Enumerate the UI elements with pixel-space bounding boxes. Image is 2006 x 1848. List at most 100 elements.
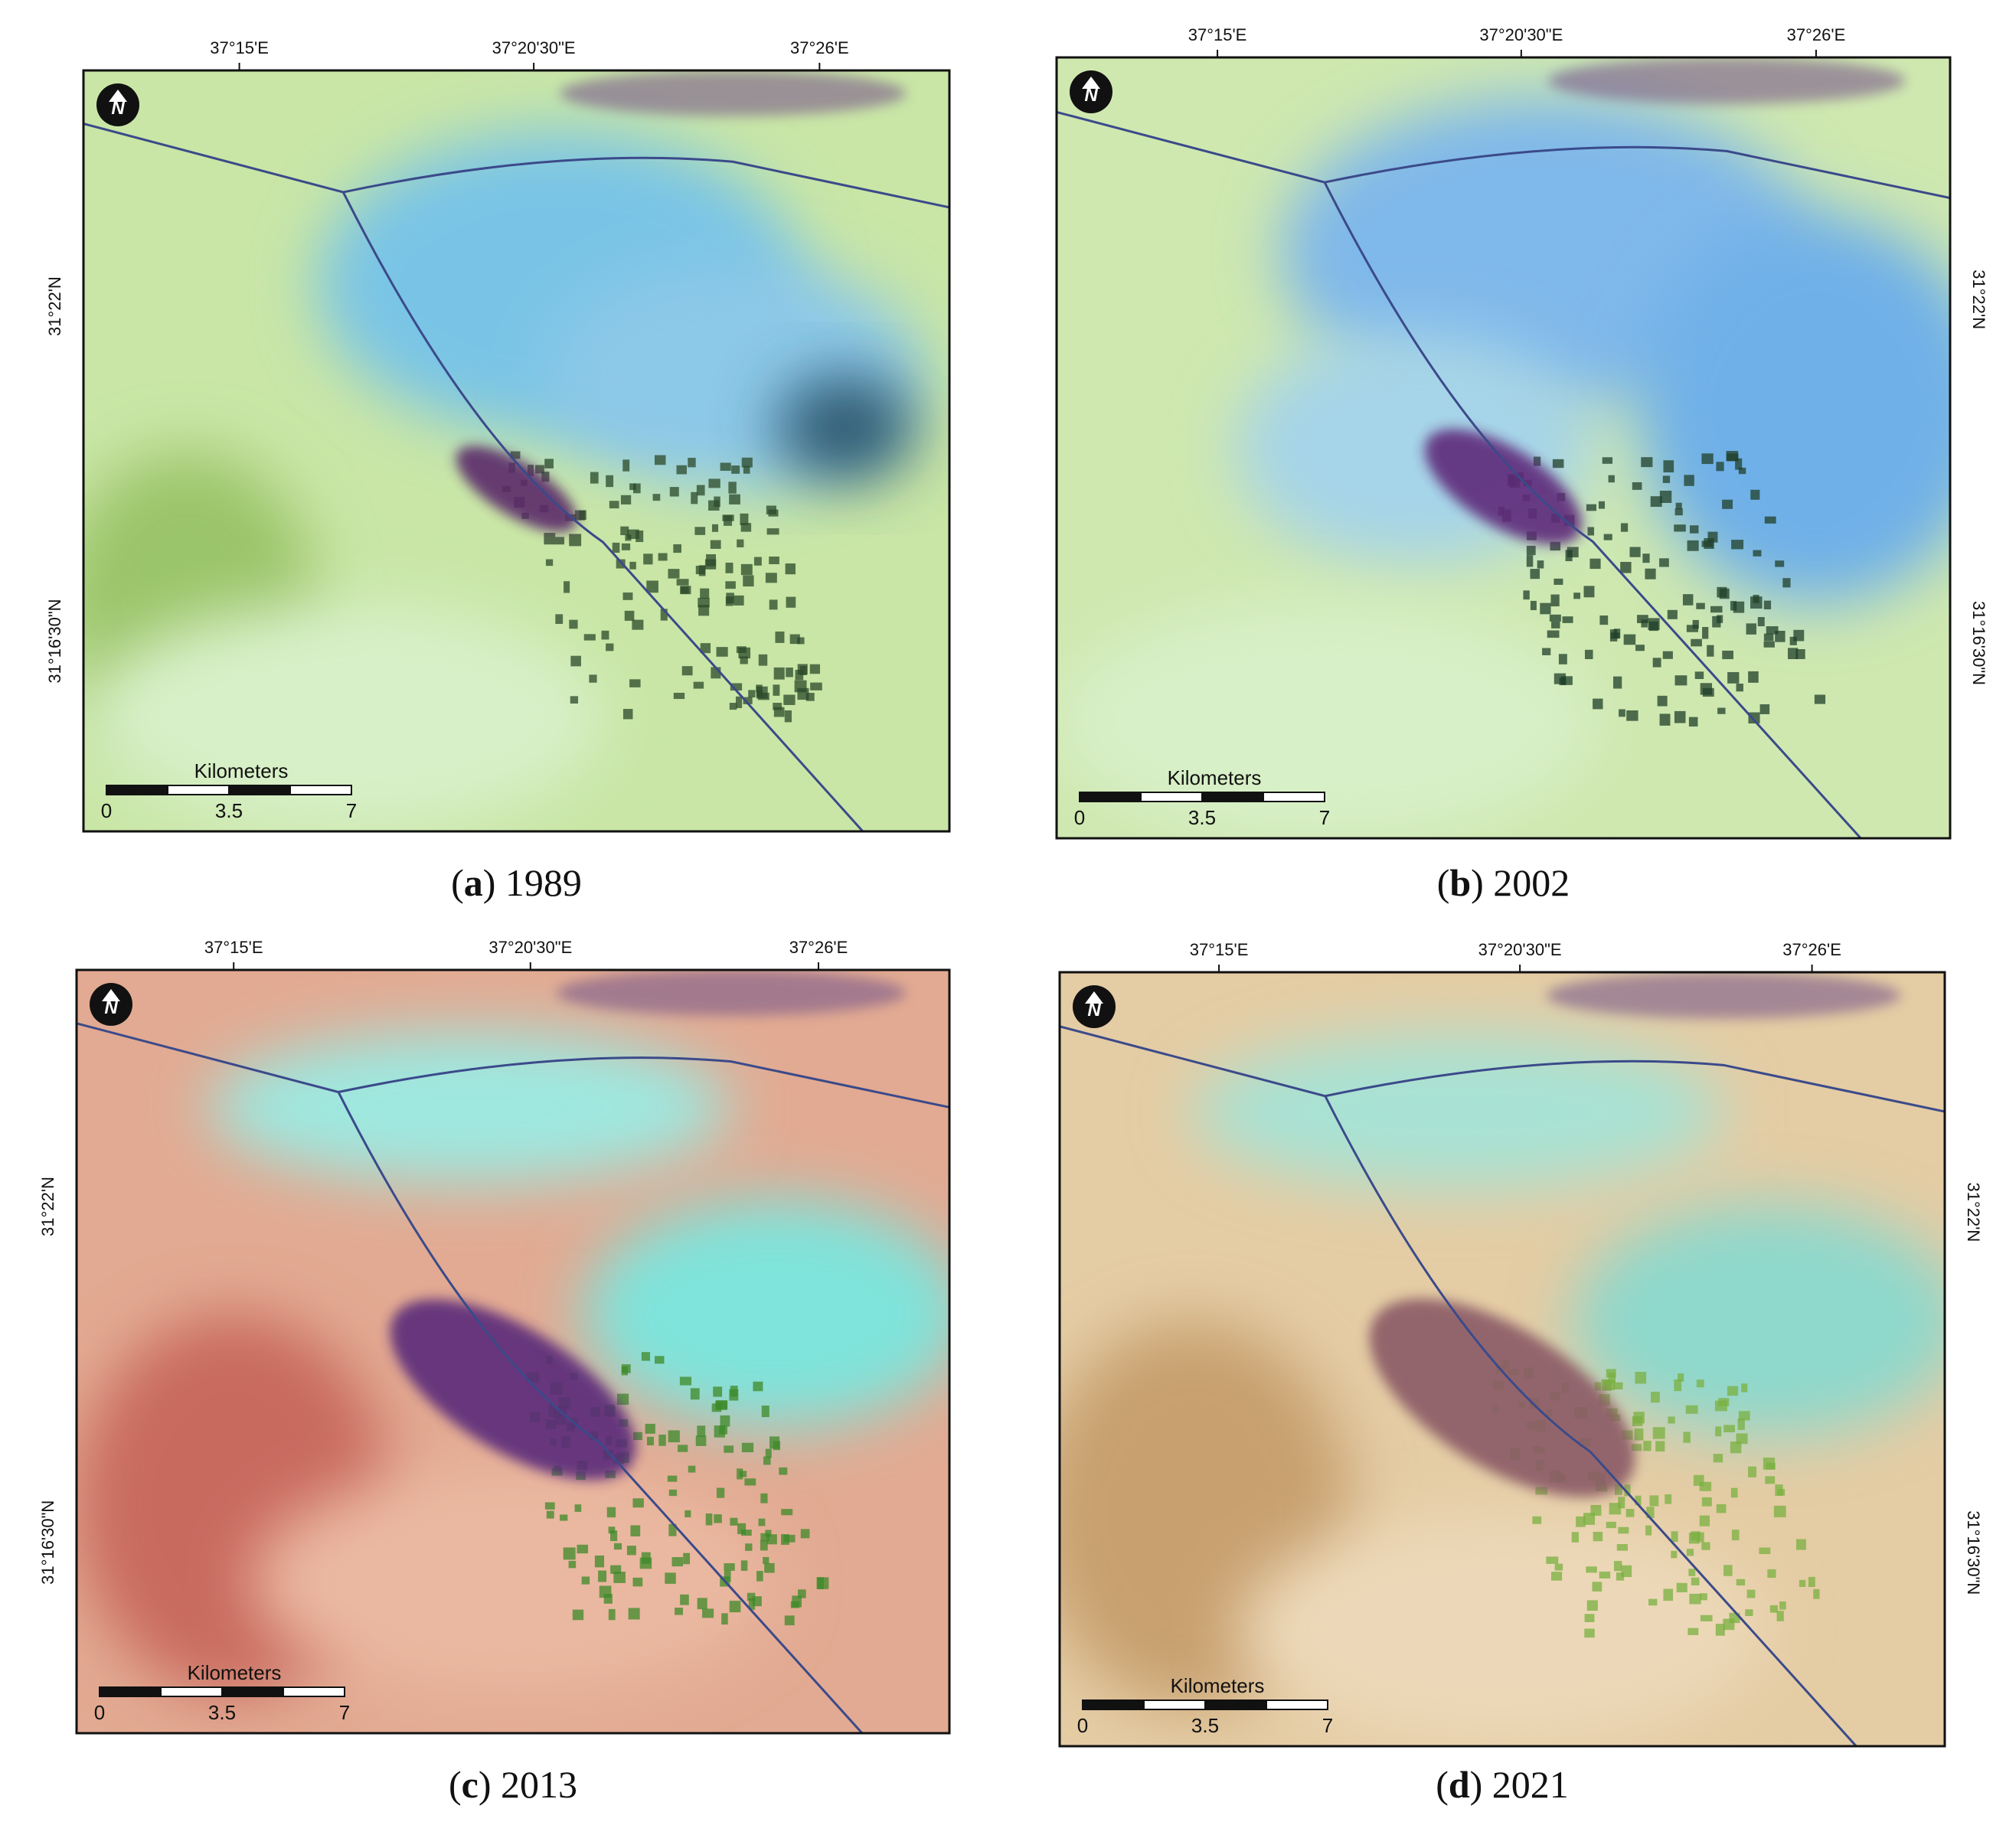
farm-plot [741, 457, 753, 468]
farm-plot [1526, 545, 1536, 556]
farm-plot [1691, 1531, 1701, 1541]
farm-plot [555, 614, 564, 625]
farm-plot [785, 563, 796, 575]
farm-plot [1583, 586, 1595, 598]
farm-plot [1717, 586, 1727, 598]
farm-plot [574, 1504, 582, 1512]
road [1057, 110, 1950, 838]
farm-plot [695, 1435, 707, 1446]
farm-plot [671, 1557, 684, 1567]
farm-plot [1710, 606, 1723, 613]
farm-plot [725, 596, 733, 606]
farm-plot [599, 1585, 612, 1598]
farm-plot [1738, 467, 1746, 475]
farm-plot [695, 566, 706, 575]
farm-plot [1562, 616, 1573, 623]
north-arrow [1073, 985, 1116, 1028]
farm-plot [1716, 1504, 1727, 1513]
farm-plot [731, 465, 740, 474]
farm-plot [1554, 1563, 1563, 1571]
farm-plot [1594, 1382, 1602, 1391]
north-label: N [111, 98, 125, 119]
farm-plot [628, 1608, 640, 1620]
farm-plot [1532, 1516, 1542, 1524]
farm-plot [610, 1565, 622, 1574]
farm-plot [765, 573, 777, 583]
farm-plot [560, 1514, 568, 1521]
farm-plot [1782, 578, 1791, 588]
farm-plot [706, 553, 717, 566]
farm-plot [1641, 457, 1653, 468]
farm-plot [669, 487, 679, 497]
farm-plot [1523, 590, 1530, 600]
farm-plot [544, 1502, 555, 1510]
caption-part: ( [1436, 1763, 1449, 1806]
farm-plot [1623, 634, 1636, 645]
farm-plot [1763, 633, 1774, 642]
farm-plot [1763, 1457, 1776, 1470]
farm-plot [632, 619, 644, 630]
caption-part: a [464, 861, 483, 904]
longitude-label: 37°20'30"E [488, 938, 572, 957]
farm-plot [1593, 698, 1603, 710]
farm-plot [766, 528, 779, 535]
latitude-label: 31°16'30"N [1969, 601, 1988, 685]
farm-plot [753, 1381, 763, 1392]
farm-plot [1586, 504, 1597, 511]
farm-plot [1626, 710, 1638, 721]
farm-plot [1547, 630, 1560, 638]
farm-plot [725, 581, 736, 589]
farm-plot [1775, 1484, 1783, 1496]
farm-plot [1573, 593, 1581, 599]
farm-plot [741, 1442, 754, 1453]
farm-plot [1652, 1427, 1665, 1439]
farm-plot [606, 475, 614, 488]
farm-plot [1799, 1579, 1806, 1587]
scale-label: 0 [94, 1701, 105, 1724]
scale-label: 7 [339, 1701, 350, 1724]
farm-plot [1663, 1588, 1674, 1601]
farm-plot [641, 1352, 651, 1361]
farm-plot [583, 634, 596, 641]
caption: (a) 1989 [451, 861, 582, 904]
farm-plot [720, 462, 731, 472]
scale-label: 3.5 [1188, 806, 1216, 829]
farm-plot [1614, 1484, 1622, 1495]
farm-plot [769, 1436, 780, 1449]
farm-plot [1540, 602, 1551, 615]
farm-plot [1730, 1442, 1742, 1454]
farm-plot [1550, 541, 1561, 551]
terrain-patch [1237, 1513, 1768, 1746]
farm-plot [609, 501, 619, 509]
north-label: N [1084, 85, 1098, 106]
farm-plot [795, 669, 804, 681]
farm-plot [639, 1557, 652, 1569]
farm-plot [658, 553, 668, 561]
ridge [1547, 57, 1906, 105]
farm-plot [1746, 1589, 1756, 1598]
farm-plot [1718, 1398, 1730, 1406]
scale-segment [283, 1686, 345, 1697]
farm-plot [621, 543, 631, 550]
farm-plot [1678, 1373, 1684, 1382]
map-image [1060, 972, 1945, 1746]
farm-plot [688, 1465, 696, 1473]
farm-plot [1613, 1561, 1622, 1572]
farm-plot [541, 472, 550, 482]
farm-plot [1546, 1556, 1559, 1564]
farm-plot [740, 523, 752, 532]
farm-plot [792, 1595, 802, 1608]
farm-plot [1765, 1476, 1776, 1484]
farm-plot [1686, 1549, 1694, 1556]
farm-plot [1584, 1628, 1595, 1638]
farm-plot [1665, 1494, 1672, 1504]
farm-plot [1571, 1532, 1579, 1543]
farm-plot [1699, 1515, 1710, 1526]
farm-plot [1620, 523, 1629, 532]
farm-plot [1727, 671, 1740, 684]
farm-plot [756, 1571, 763, 1582]
latitude-label: 31°16'30"N [45, 599, 64, 683]
farm-plot [1808, 1576, 1815, 1588]
farm-plot [1694, 671, 1704, 680]
urban-area [1369, 1298, 1635, 1497]
